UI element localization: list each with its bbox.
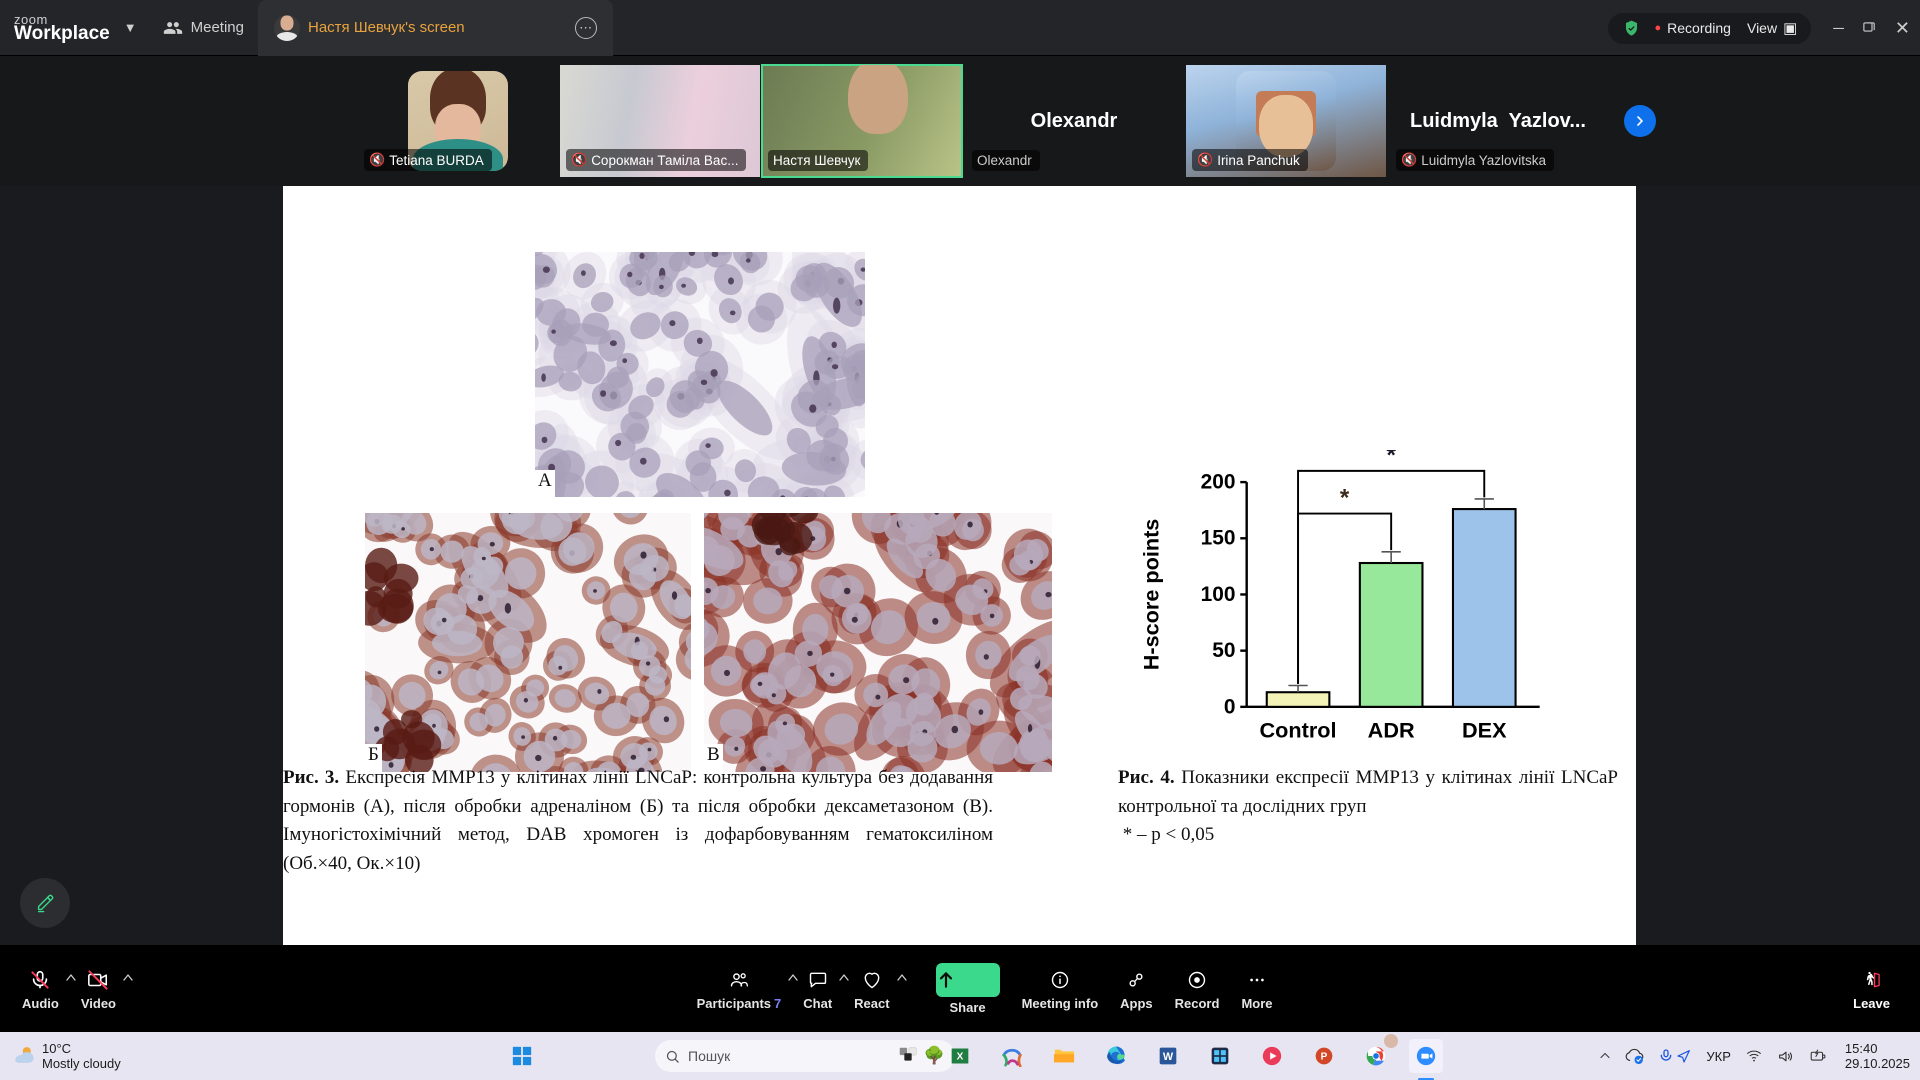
svg-text:ADR: ADR: [1368, 717, 1415, 742]
svg-text:*: *: [1386, 450, 1396, 469]
svg-text:X: X: [957, 1051, 964, 1062]
svg-text:Control: Control: [1260, 717, 1337, 742]
svg-text:0: 0: [1224, 695, 1236, 718]
svg-text:*: *: [1340, 485, 1350, 512]
svg-text:200: 200: [1201, 471, 1236, 494]
svg-text:W: W: [1163, 1051, 1174, 1063]
svg-text:DEX: DEX: [1462, 717, 1507, 742]
svg-text:150: 150: [1201, 527, 1236, 550]
svg-text:50: 50: [1212, 639, 1235, 662]
svg-text:P: P: [1321, 1051, 1328, 1062]
svg-text:H-score points: H-score points: [1138, 519, 1163, 671]
svg-text:100: 100: [1201, 583, 1236, 606]
